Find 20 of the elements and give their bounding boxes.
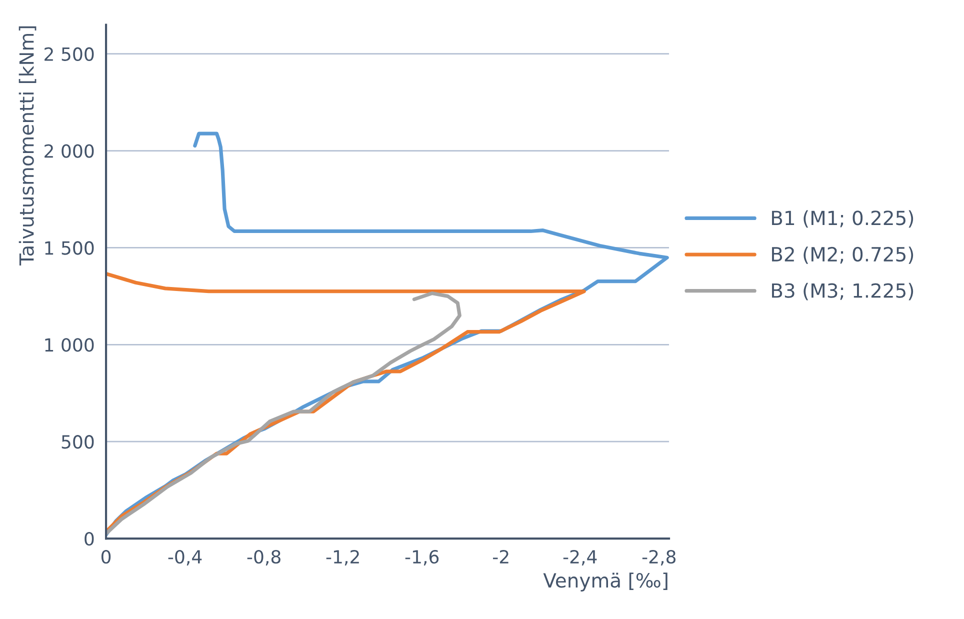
x-tick-label: -0,8 — [247, 550, 280, 566]
line-series — [106, 291, 462, 536]
legend-label: B3 (M3; 1.225) — [772, 282, 914, 300]
x-tick-label: -2,4 — [563, 550, 597, 566]
x-tick-label: -0,4 — [168, 550, 202, 566]
x-tick-label: -1,2 — [326, 550, 359, 566]
y-tick-label: 2 500 — [44, 47, 94, 61]
x-tick-label: -2,8 — [642, 550, 676, 566]
legend-label: B1 (M1; 0.225) — [772, 210, 914, 228]
x-tick-label: 0 — [101, 550, 111, 564]
x-tick-label: -2 — [492, 550, 508, 564]
y-tick-label: 1 000 — [45, 338, 94, 352]
y-tick-label: 2 000 — [44, 144, 94, 158]
y-tick-label: 1 500 — [45, 241, 94, 255]
y-axis-title: Taivutusmomentti [kNm] — [18, 26, 36, 266]
x-axis-title: Venymä [‰] — [543, 572, 668, 592]
y-tick-label: 500 — [62, 435, 94, 449]
y-tick-label: 0 — [84, 532, 94, 546]
x-tick-label: -1,6 — [405, 550, 439, 566]
legend-label: B2 (M2; 0.725) — [772, 246, 914, 264]
